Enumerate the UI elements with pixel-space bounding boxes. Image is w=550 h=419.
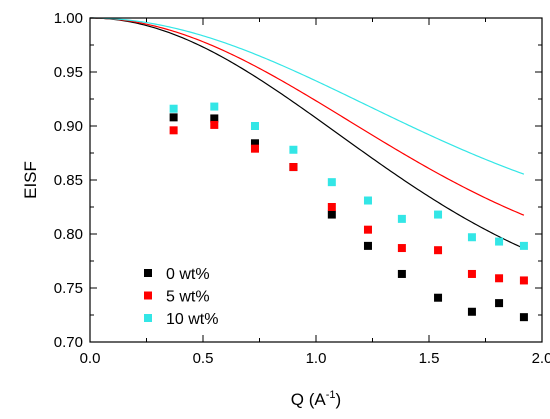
data-point bbox=[519, 276, 528, 285]
data-point bbox=[434, 210, 443, 219]
x-tick-label: 0.5 bbox=[193, 350, 214, 367]
x-tick-label: 2.0 bbox=[532, 350, 550, 367]
x-axis-title: Q (A-1) bbox=[291, 389, 341, 409]
data-point bbox=[169, 126, 178, 135]
y-tick-label: 0.80 bbox=[54, 226, 83, 243]
data-point bbox=[210, 102, 219, 111]
data-point bbox=[363, 225, 372, 234]
data-point bbox=[289, 145, 298, 154]
fit-curve bbox=[89, 17, 525, 249]
data-point bbox=[250, 139, 259, 148]
x-axis-title-superscript: -1 bbox=[326, 389, 336, 401]
data-point bbox=[289, 163, 298, 172]
data-point bbox=[210, 114, 219, 123]
data-point bbox=[169, 113, 178, 122]
data-point bbox=[250, 122, 259, 130]
data-point bbox=[519, 241, 528, 250]
legend-label: 10 wt% bbox=[166, 311, 218, 328]
fit-curve bbox=[89, 17, 525, 175]
data-point bbox=[397, 269, 406, 278]
data-point bbox=[467, 233, 476, 242]
x-axis-title-suffix: ) bbox=[336, 390, 342, 409]
y-tick-label: 0.75 bbox=[54, 280, 83, 297]
legend-marker bbox=[144, 269, 152, 277]
data-point bbox=[434, 246, 443, 255]
data-point bbox=[327, 203, 336, 211]
data-point bbox=[434, 293, 443, 302]
y-tick-labels: 0.70 0.75 0.80 0.85 0.90 0.95 1.00 bbox=[54, 10, 83, 351]
fit-curve bbox=[89, 17, 525, 216]
x-tick-labels: 0.0 0.5 1.0 1.5 2.0 bbox=[80, 350, 550, 367]
legend-marker bbox=[144, 314, 152, 322]
y-axis-title: EISF bbox=[21, 161, 40, 199]
data-point bbox=[327, 178, 336, 187]
y-tick-label: 1.00 bbox=[54, 10, 83, 27]
x-tick-label: 1.0 bbox=[306, 350, 327, 367]
legend-marker bbox=[144, 291, 152, 300]
data-point bbox=[210, 120, 219, 129]
data-point bbox=[495, 299, 504, 308]
data-point bbox=[363, 241, 372, 250]
axis-ticks bbox=[89, 17, 543, 343]
data-point bbox=[467, 269, 476, 278]
legend: 0 wt% 5 wt% 10 wt% bbox=[144, 266, 218, 328]
plot-frame bbox=[89, 17, 543, 343]
data-point bbox=[397, 214, 406, 223]
x-tick-label: 0.0 bbox=[80, 350, 101, 367]
data-point bbox=[250, 144, 259, 153]
data-point bbox=[495, 237, 504, 246]
x-tick-label: 1.5 bbox=[419, 350, 440, 367]
legend-label: 5 wt% bbox=[166, 289, 210, 306]
data-point bbox=[467, 307, 476, 316]
y-tick-label: 0.85 bbox=[54, 172, 83, 189]
data-point bbox=[363, 196, 372, 205]
fit-curves bbox=[89, 17, 525, 249]
data-points bbox=[169, 102, 528, 322]
legend-label: 0 wt% bbox=[166, 266, 210, 283]
y-tick-label: 0.95 bbox=[54, 64, 83, 81]
data-point bbox=[169, 104, 178, 113]
data-point bbox=[495, 274, 504, 283]
data-point bbox=[397, 244, 406, 253]
y-tick-label: 0.90 bbox=[54, 118, 83, 135]
y-tick-label: 0.70 bbox=[54, 334, 83, 351]
data-point bbox=[327, 210, 336, 219]
data-point bbox=[519, 313, 528, 322]
